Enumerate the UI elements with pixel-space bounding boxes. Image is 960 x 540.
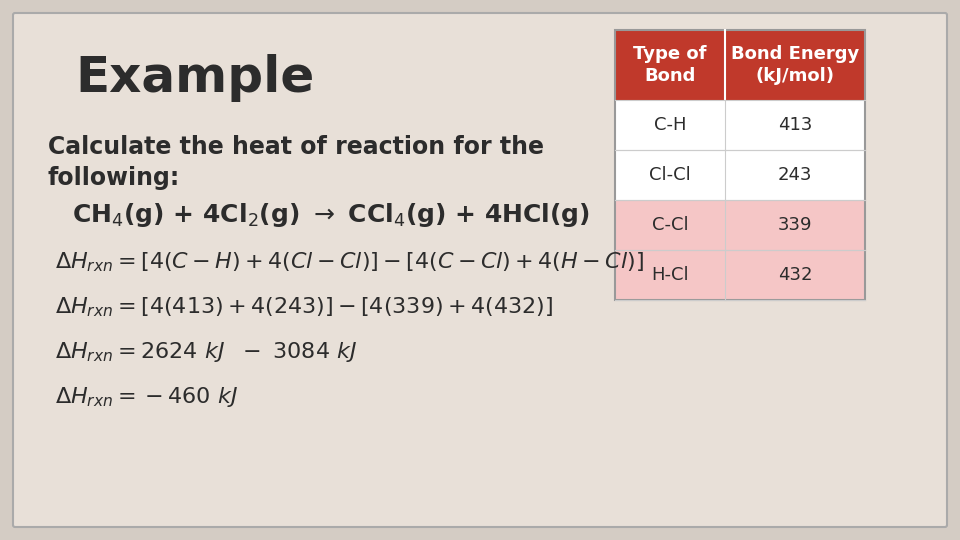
Text: $\Delta H_{rxn} = [4(C-H) + 4(Cl-Cl)] - [4(C-Cl) + 4(H-Cl)]$: $\Delta H_{rxn} = [4(C-H) + 4(Cl-Cl)] - … — [55, 250, 644, 274]
Text: C-H: C-H — [654, 116, 686, 134]
Text: CH$_4$(g) + 4Cl$_2$(g) $\rightarrow$ CCl$_4$(g) + 4HCl(g): CH$_4$(g) + 4Cl$_2$(g) $\rightarrow$ CCl… — [72, 201, 590, 229]
Bar — [615, 30, 865, 300]
Text: Calculate the heat of reaction for the: Calculate the heat of reaction for the — [48, 135, 544, 159]
Text: Cl-Cl: Cl-Cl — [649, 166, 691, 184]
Text: Example: Example — [75, 54, 314, 102]
Bar — [615, 100, 865, 150]
Text: H-Cl: H-Cl — [651, 266, 689, 284]
Text: 432: 432 — [778, 266, 812, 284]
Text: 339: 339 — [778, 216, 812, 234]
Text: following:: following: — [48, 166, 180, 190]
Text: 243: 243 — [778, 166, 812, 184]
Text: 413: 413 — [778, 116, 812, 134]
FancyBboxPatch shape — [13, 13, 947, 527]
Text: C-Cl: C-Cl — [652, 216, 688, 234]
Text: $\Delta H_{rxn} = [4(413) + 4(243)] - [4(339) + 4(432)]$: $\Delta H_{rxn} = [4(413) + 4(243)] - [4… — [55, 295, 553, 319]
Text: $\Delta H_{rxn} = 2624\ kJ\ \ -\ 3084\ kJ$: $\Delta H_{rxn} = 2624\ kJ\ \ -\ 3084\ k… — [55, 340, 357, 364]
Text: Bond Energy
(kJ/mol): Bond Energy (kJ/mol) — [731, 45, 859, 85]
Bar — [615, 150, 865, 200]
Bar — [615, 200, 865, 250]
Bar — [615, 250, 865, 300]
Text: $\Delta H_{rxn} = -460\ kJ$: $\Delta H_{rxn} = -460\ kJ$ — [55, 385, 238, 409]
Text: Type of
Bond: Type of Bond — [634, 45, 707, 85]
Bar — [615, 30, 865, 100]
